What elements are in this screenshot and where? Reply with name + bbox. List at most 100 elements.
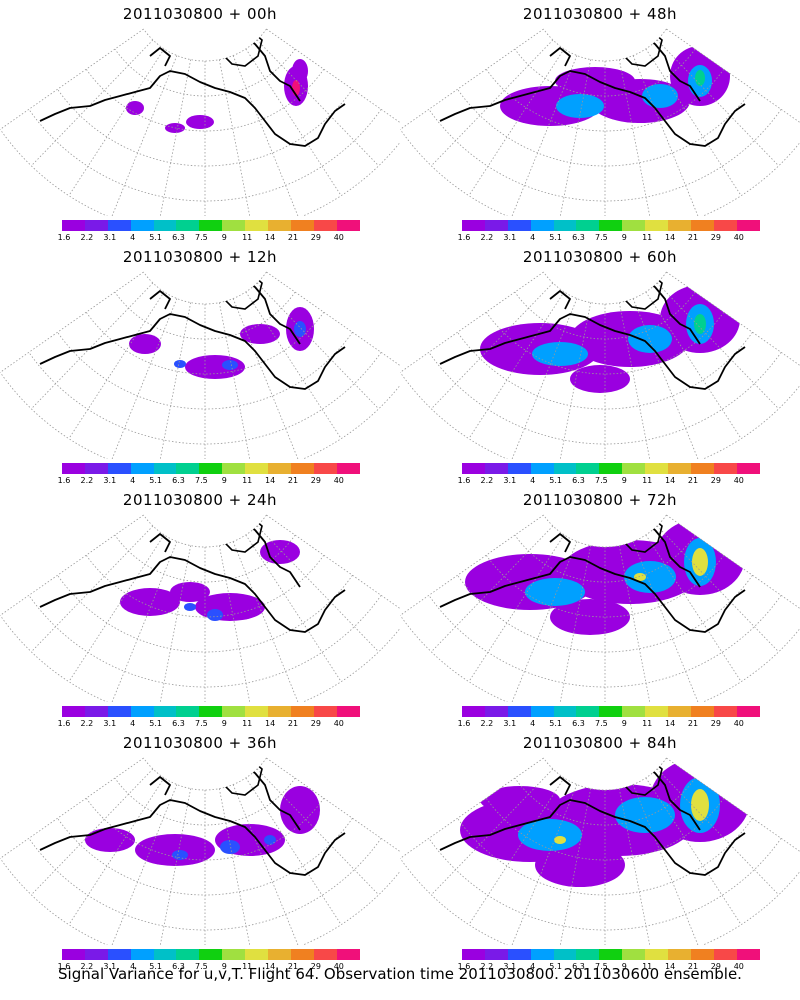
colorbar-label: 29 bbox=[710, 719, 721, 728]
colorbar-swatch bbox=[599, 706, 623, 717]
latitude-line bbox=[428, 838, 782, 931]
colorbar-swatch bbox=[268, 463, 291, 474]
colorbar-swatch bbox=[268, 220, 291, 231]
figure-caption: Signal Variance for u,v,T. Flight 64. Ob… bbox=[58, 965, 742, 983]
longitude-line bbox=[111, 298, 178, 459]
colorbar-swatch bbox=[576, 463, 600, 474]
longitude-line bbox=[468, 777, 565, 925]
colorbar-swatch bbox=[507, 706, 531, 717]
longitude-line bbox=[218, 302, 251, 459]
colorbar-label: 14 bbox=[665, 233, 676, 242]
colorbar-label: 5.1 bbox=[549, 476, 562, 485]
colorbar-swatch bbox=[507, 220, 531, 231]
colorbar-swatch bbox=[622, 706, 646, 717]
map-panel: 2011030800 + 36h 1.6 2.2 3.1 4 5.1 6.3 7.5 9 11 14… bbox=[0, 729, 400, 974]
latitude-line bbox=[428, 352, 782, 445]
latitude-line bbox=[114, 291, 296, 340]
colorbar-label: 5.1 bbox=[149, 233, 162, 242]
longitude-line bbox=[111, 541, 178, 702]
variance-contour bbox=[628, 325, 672, 353]
colorbar-swatch bbox=[553, 706, 577, 717]
colorbar-swatch bbox=[736, 706, 760, 717]
colorbar-swatch bbox=[622, 949, 646, 960]
colorbar-swatch bbox=[462, 463, 485, 474]
longitude-line bbox=[159, 59, 192, 216]
variance-contour bbox=[294, 321, 306, 337]
colorbar bbox=[62, 949, 360, 960]
variance-contour bbox=[292, 59, 308, 83]
colorbar-swatch bbox=[199, 706, 223, 717]
colorbar-swatch bbox=[668, 949, 691, 960]
variance-contour bbox=[120, 588, 180, 616]
coastline bbox=[439, 313, 746, 390]
longitude-line bbox=[218, 788, 251, 945]
colorbar-swatch bbox=[336, 949, 360, 960]
variance-contour bbox=[550, 599, 630, 635]
colorbar-label: 3.1 bbox=[103, 233, 117, 242]
longitude-line bbox=[68, 777, 165, 925]
colorbar-label: 21 bbox=[287, 233, 299, 242]
latitude-line bbox=[514, 534, 696, 583]
colorbar-swatch bbox=[736, 220, 760, 231]
variance-contour bbox=[642, 84, 678, 108]
colorbar-swatch bbox=[530, 463, 554, 474]
longitude-line bbox=[256, 39, 379, 167]
colorbar-swatch bbox=[84, 949, 108, 960]
colorbar-swatch bbox=[130, 949, 154, 960]
longitude-line bbox=[266, 757, 400, 853]
colorbar-label: 7.5 bbox=[595, 476, 608, 485]
latitude-line bbox=[114, 534, 296, 583]
colorbar-swatch bbox=[130, 220, 154, 231]
panel-title: 2011030800 + 72h bbox=[522, 491, 678, 509]
latitude-line bbox=[514, 291, 696, 340]
latitude-line bbox=[543, 271, 667, 305]
colorbar-labels: 1.6 2.2 3.1 4 5.1 6.3 7.5 9 11 14 21 29 40 bbox=[58, 719, 362, 731]
coastline bbox=[213, 29, 263, 67]
colorbar-swatch bbox=[62, 463, 85, 474]
field-layer bbox=[126, 59, 308, 133]
colorbar-labels: 1.6 2.2 3.1 4 5.1 6.3 7.5 9 11 14 21 29 40 bbox=[458, 233, 762, 245]
variance-contour bbox=[174, 360, 186, 368]
colorbar-label: 40 bbox=[333, 719, 344, 728]
colorbar-label: 4 bbox=[530, 476, 536, 485]
colorbar-label: 21 bbox=[287, 476, 299, 485]
colorbar-label: 2.2 bbox=[80, 233, 94, 242]
coastline bbox=[549, 533, 571, 553]
colorbar-label: 14 bbox=[265, 962, 276, 971]
colorbar bbox=[462, 220, 760, 231]
latitude-line bbox=[514, 48, 696, 97]
coastline bbox=[149, 47, 171, 67]
colorbar-swatch bbox=[222, 463, 246, 474]
colorbar-swatch bbox=[553, 463, 577, 474]
colorbar-swatch bbox=[107, 220, 131, 231]
coastline bbox=[149, 776, 171, 796]
longitude-line bbox=[232, 55, 299, 216]
coastline bbox=[549, 776, 571, 796]
field-layer bbox=[500, 46, 730, 126]
colorbar-label: 9 bbox=[221, 719, 227, 728]
colorbar bbox=[62, 706, 360, 717]
colorbar-labels: 1.6 2.2 3.1 4 5.1 6.3 7.5 9 11 14 21 29 40 bbox=[458, 719, 762, 731]
colorbar-swatch bbox=[713, 706, 737, 717]
map-panel: 2011030800 + 00h 1.6 2.2 3.1 4 5.1 6.3 7.5 9 11 14… bbox=[0, 0, 400, 245]
polar-map bbox=[0, 28, 400, 216]
variance-contour bbox=[135, 834, 215, 866]
colorbar-swatch bbox=[107, 706, 131, 717]
colorbar-swatch bbox=[484, 949, 508, 960]
variance-contour bbox=[691, 789, 709, 821]
panel-title: 2011030800 + 12h bbox=[122, 248, 278, 266]
colorbar-label: 7.5 bbox=[195, 476, 208, 485]
latitude-line bbox=[400, 372, 800, 459]
longitude-line bbox=[159, 302, 192, 459]
colorbar-label: 21 bbox=[287, 719, 299, 728]
colorbar-label: 14 bbox=[265, 476, 276, 485]
panel-title: 2011030800 + 36h bbox=[122, 734, 278, 752]
colorbar-labels: 1.6 2.2 3.1 4 5.1 6.3 7.5 9 11 14 21 29 40 bbox=[458, 962, 762, 974]
longitude-line bbox=[645, 48, 742, 196]
colorbar-label: 21 bbox=[687, 476, 699, 485]
colorbar-label: 2.2 bbox=[80, 962, 94, 971]
colorbar-label: 29 bbox=[310, 476, 321, 485]
colorbar-label: 14 bbox=[665, 476, 676, 485]
colorbar-label: 1.6 bbox=[57, 476, 71, 485]
latitude-line bbox=[57, 332, 353, 410]
